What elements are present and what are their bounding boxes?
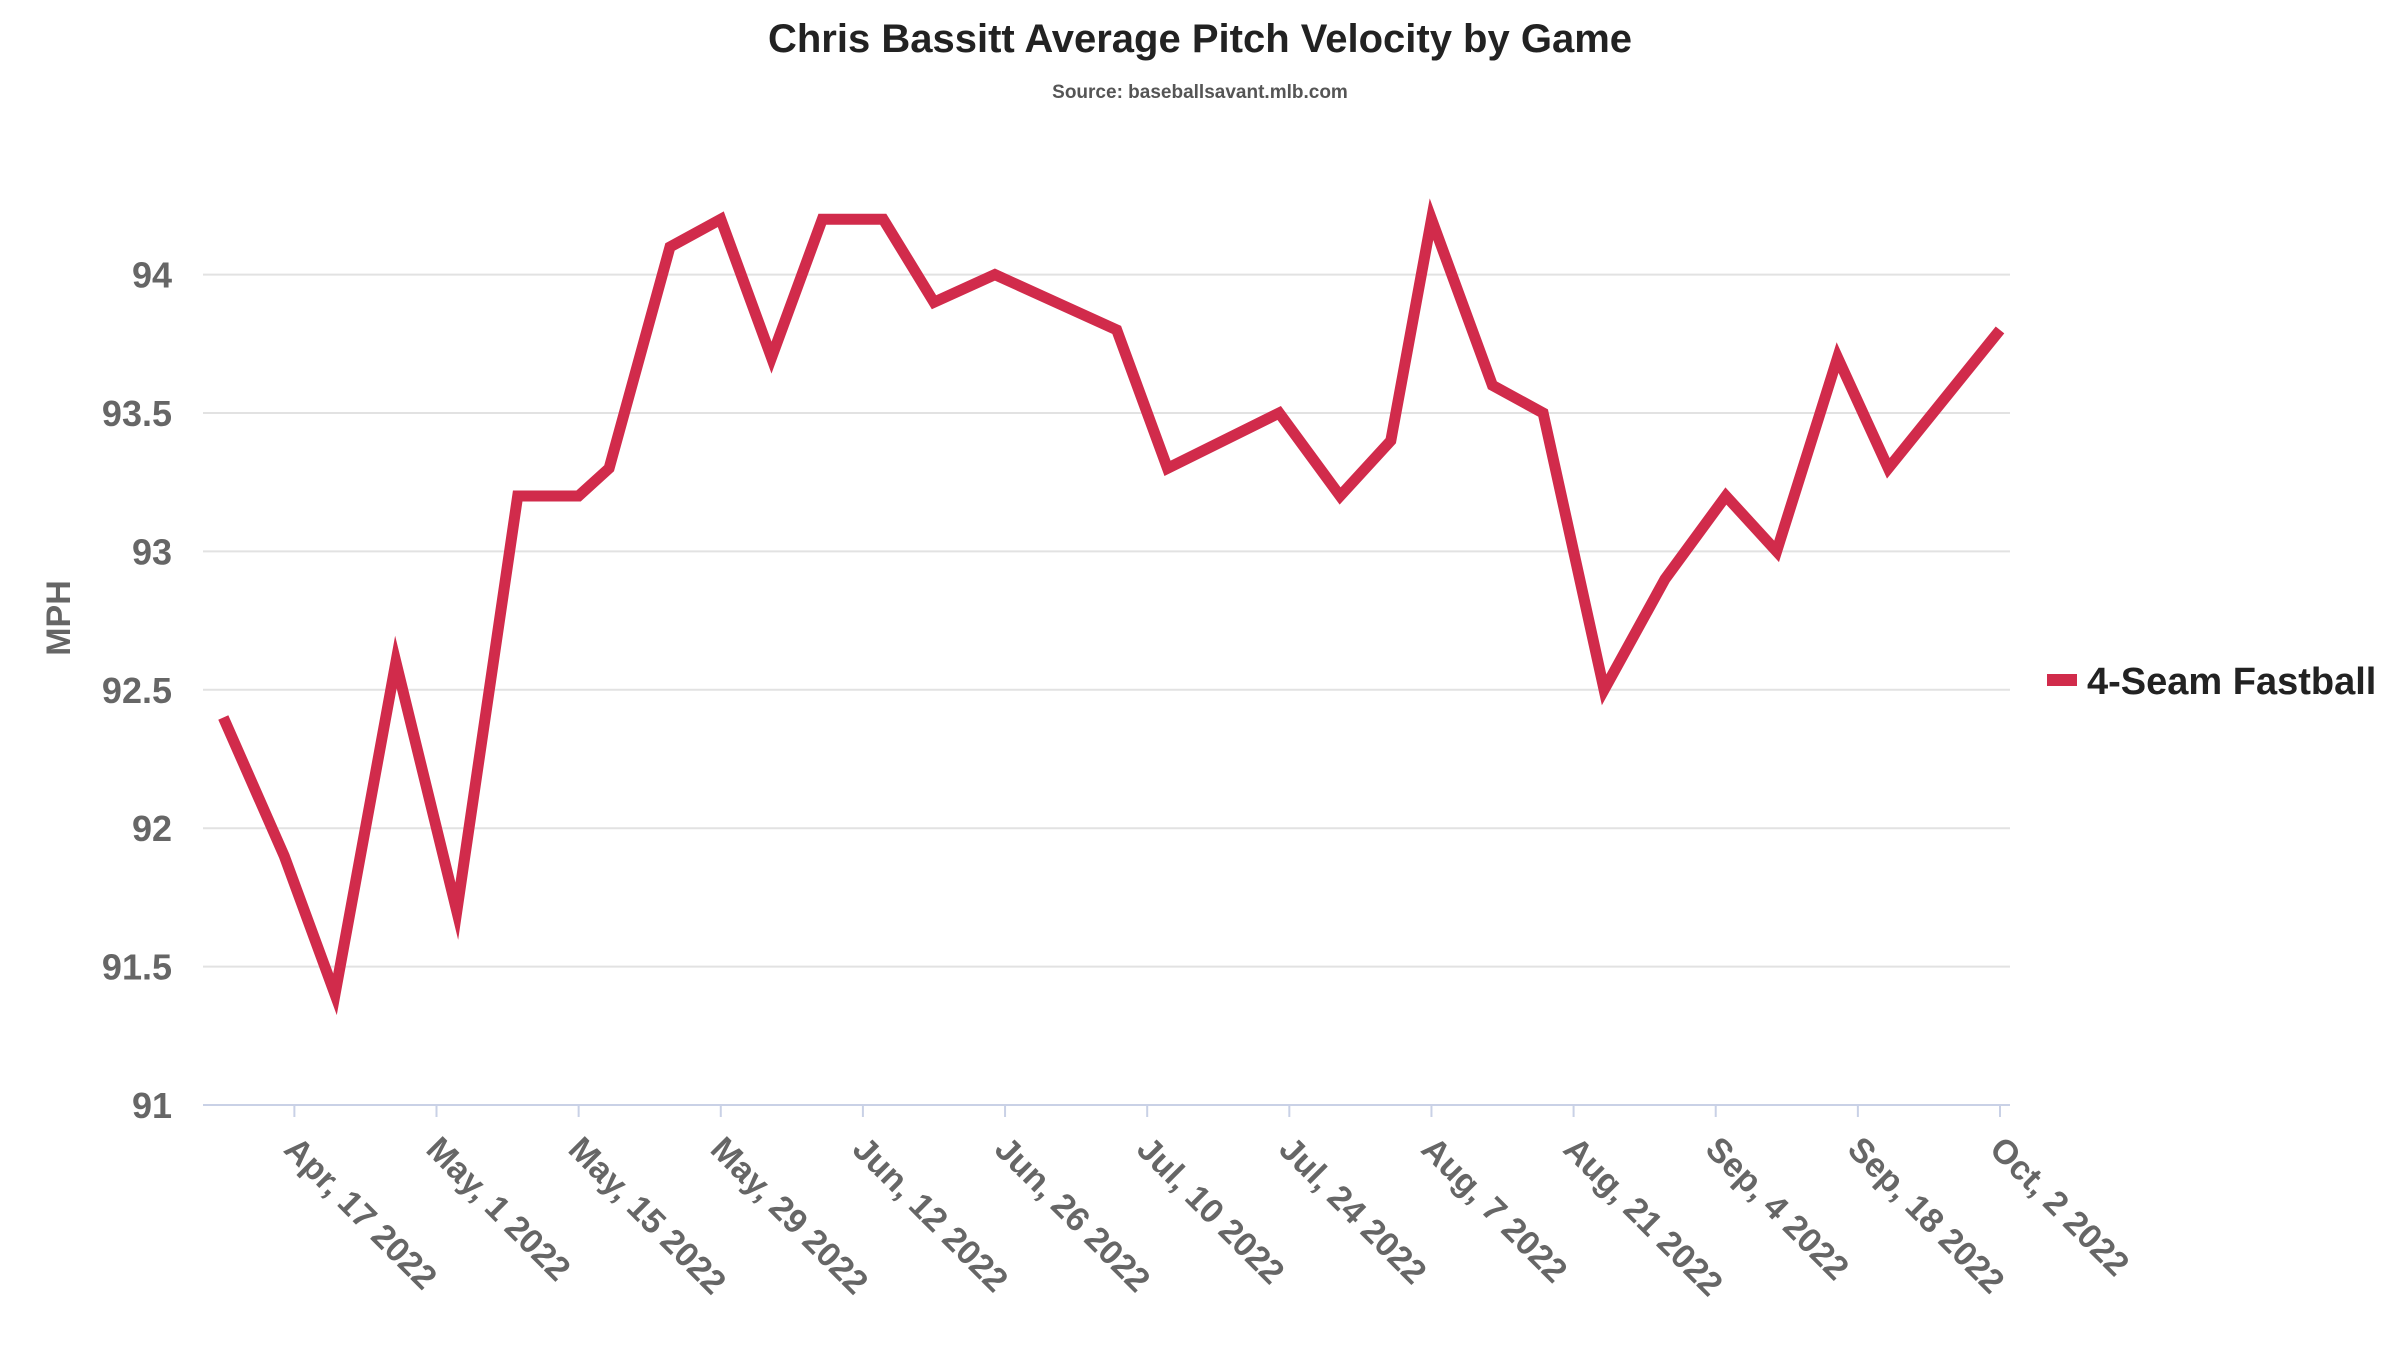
gridlines (203, 273, 2010, 968)
data-point (928, 296, 940, 308)
data-point (877, 213, 889, 225)
x-tick-label: Apr, 17 2022 (277, 1130, 444, 1297)
legend[interactable]: 4-Seam Fastball (2047, 661, 2376, 703)
data-point (816, 213, 828, 225)
data-point (1832, 352, 1844, 364)
data-point (390, 656, 402, 668)
data-point (715, 213, 727, 225)
y-tick-label: 93.5 (102, 393, 172, 434)
data-point (1882, 462, 1894, 474)
data-point (573, 490, 585, 502)
x-tick-label: Aug, 7 2022 (1414, 1130, 1575, 1291)
x-tick-label: Sep, 4 2022 (1698, 1130, 1856, 1288)
data-point (989, 269, 1001, 281)
data-point (278, 850, 290, 862)
x-tick-label: May, 1 2022 (419, 1130, 578, 1289)
data-point (1334, 490, 1346, 502)
chart-title: Chris Bassitt Average Pitch Velocity by … (768, 17, 1632, 61)
y-axis: 91 91.5 92 92.5 93 93.5 94 (102, 255, 172, 1126)
data-point (1111, 324, 1123, 336)
x-tick-label: Jul, 24 2022 (1272, 1130, 1434, 1292)
y-tick-label: 94 (132, 255, 172, 296)
data-point (603, 462, 615, 474)
x-tick-label: Oct, 2 2022 (1982, 1130, 2136, 1284)
data-point (1659, 573, 1671, 585)
legend-label: 4-Seam Fastball (2087, 661, 2376, 703)
y-tick-label: 92 (132, 808, 172, 849)
data-point (766, 352, 778, 364)
data-point (1273, 407, 1285, 419)
data-point (1385, 435, 1397, 447)
data-point (664, 241, 676, 253)
y-tick-label: 91.5 (102, 947, 172, 988)
data-point (1994, 324, 2006, 336)
data-point (329, 988, 341, 1000)
data-point (1537, 407, 1549, 419)
x-tick-label: Jul, 10 2022 (1130, 1130, 1292, 1292)
y-tick-label: 91 (132, 1085, 172, 1126)
series-layer (217, 198, 2006, 1016)
series-line (218, 198, 2005, 1016)
data-point (1050, 296, 1062, 308)
data-point (512, 490, 524, 502)
data-point (451, 905, 463, 917)
data-point (217, 711, 229, 723)
legend-swatch (2047, 674, 2077, 686)
data-point (1771, 545, 1783, 557)
y-tick-label: 92.5 (102, 670, 172, 711)
data-point (1720, 490, 1732, 502)
data-point (1486, 379, 1498, 391)
y-tick-label: 93 (132, 531, 172, 572)
data-point (1425, 213, 1437, 225)
chart-subtitle: Source: baseballsavant.mlb.com (1052, 82, 1348, 103)
data-point (1161, 462, 1173, 474)
data-point (1598, 684, 1610, 696)
y-axis-label: MPH (40, 580, 78, 656)
